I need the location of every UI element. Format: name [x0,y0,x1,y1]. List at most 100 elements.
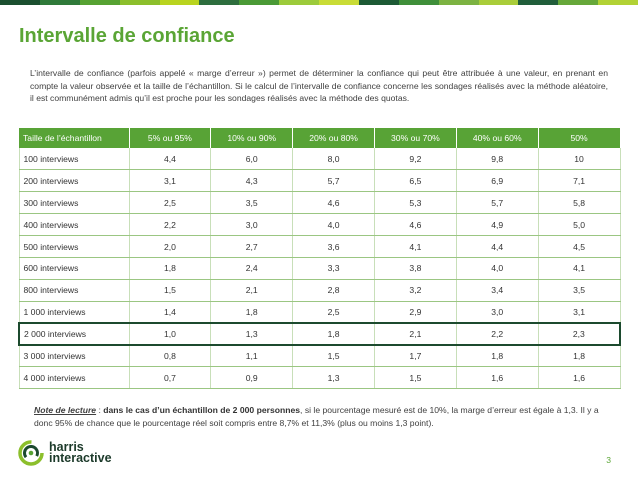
harris-interactive-logo: harris interactive [18,440,112,466]
margin-cell: 1,8 [538,345,621,368]
table-row: 1 000 interviews 1,4 1,8 2,5 2,9 3,0 3,1 [18,301,621,324]
margin-cell: 4,4 [129,148,212,171]
margin-cell: 1,8 [210,301,294,324]
sample-size-cell: 200 interviews [18,169,130,193]
logo-line2: interactive [49,451,112,465]
margin-cell: 0,7 [129,366,212,390]
table-row: 600 interviews 1,8 2,4 3,3 3,8 4,0 4,1 [18,257,621,280]
table-row: 200 interviews 3,1 4,3 5,7 6,5 6,9 7,1 [18,169,621,193]
page-number: 3 [606,455,611,465]
col-header-sample-size: Taille de l’échantillon [19,128,130,148]
note-separator: : [96,405,104,415]
sample-size-cell: 100 interviews [18,148,130,171]
margin-cell: 2,9 [374,301,457,324]
col-header-40-60: 40% ou 60% [456,128,539,148]
sample-size-cell: 1 000 interviews [18,301,130,324]
sample-size-cell: 3 000 interviews [18,345,130,368]
margin-cell: 4,0 [292,213,375,237]
margin-cell: 3,8 [374,257,457,280]
margin-cell: 4,1 [374,235,457,258]
col-header-30-70: 30% ou 70% [374,128,457,148]
margin-cell: 2,2 [456,322,539,347]
sample-size-cell: 600 interviews [18,257,130,280]
col-header-20-80: 20% ou 80% [292,128,375,148]
sample-size-cell: 2 000 interviews [18,322,130,347]
margin-cell: 9,2 [374,148,457,171]
margin-cell: 2,0 [129,235,212,258]
margin-cell: 2,8 [292,279,375,302]
margin-cell: 2,1 [210,279,294,302]
note-label: Note de lecture [34,405,97,415]
margin-cell: 3,1 [129,169,212,193]
margin-cell: 6,9 [456,169,539,193]
sample-size-cell: 300 interviews [18,191,130,215]
margin-cell: 5,8 [538,191,621,215]
margin-cell: 3,2 [374,279,457,302]
margin-cell: 1,5 [374,366,457,390]
reading-note: Note de lecture : dans le cas d’un échan… [34,404,614,429]
margin-cell: 4,4 [456,235,539,258]
margin-cell: 2,7 [210,235,294,258]
margin-cell: 1,6 [456,366,539,390]
top-color-bar [0,0,638,5]
note-bold: dans le cas d’un échantillon de 2 000 pe… [103,405,301,415]
table-row: 2 000 interviews 1,0 1,3 1,8 2,1 2,2 2,3 [18,322,621,347]
margin-cell: 9,8 [456,148,539,171]
margin-cell: 1,3 [292,366,375,390]
margin-cell: 2,4 [210,257,294,280]
margin-cell: 0,9 [210,366,294,390]
margin-cell: 8,0 [292,148,375,171]
table-row: 3 000 interviews 0,8 1,1 1,5 1,7 1,8 1,8 [18,345,621,368]
top-bar-segment [279,0,319,5]
margin-cell: 3,4 [456,279,539,302]
margin-cell: 10 [538,148,621,171]
margin-cell: 5,7 [292,169,375,193]
margin-cell: 6,5 [374,169,457,193]
margin-cell: 1,4 [129,301,212,324]
margin-cell: 1,6 [538,366,621,390]
margin-cell: 1,1 [210,345,294,368]
top-bar-segment [598,0,638,5]
margin-cell: 4,6 [374,213,457,237]
margin-cell: 4,3 [210,169,294,193]
table-row: 300 interviews 2,5 3,5 4,6 5,3 5,7 5,8 [18,191,621,215]
margin-cell: 0,8 [129,345,212,368]
page-title: Intervalle de confiance [19,25,235,47]
sample-size-cell: 500 interviews [18,235,130,258]
table-row: 400 interviews 2,2 3,0 4,0 4,6 4,9 5,0 [18,213,621,237]
margin-cell: 3,0 [456,301,539,324]
margin-cell: 3,6 [292,235,375,258]
margin-cell: 1,8 [129,257,212,280]
top-bar-segment [199,0,240,5]
table-row: 500 interviews 2,0 2,7 3,6 4,1 4,4 4,5 [18,235,621,258]
margin-cell: 7,1 [538,169,621,193]
top-bar-segment [358,0,399,5]
top-bar-segment [39,0,80,5]
margin-cell: 4,6 [292,191,375,215]
margin-cell: 1,3 [210,322,294,347]
margin-cell: 1,0 [129,322,212,347]
harris-swirl-icon [18,440,44,466]
top-bar-segment [79,0,120,5]
margin-cell: 3,5 [538,279,621,302]
top-bar-segment [0,0,40,5]
margin-cell: 3,0 [210,213,294,237]
margin-cell: 5,7 [456,191,539,215]
sample-size-cell: 4 000 interviews [18,366,130,390]
top-bar-segment [478,0,519,5]
note-text: , si le pourcentage mesuré est de 10%, l… [34,405,599,428]
sample-size-cell: 400 interviews [18,213,130,237]
col-header-5-95: 5% ou 95% [129,128,212,148]
table-header-row: Taille de l’échantillon 5% ou 95% 10% ou… [19,128,621,148]
sample-size-cell: 800 interviews [18,279,130,302]
top-bar-segment [438,0,479,5]
margin-cell: 4,1 [538,257,621,280]
margin-cell: 2,2 [129,213,212,237]
top-bar-segment [159,0,200,5]
margin-cell: 4,9 [456,213,539,237]
margin-cell: 3,3 [292,257,375,280]
logo-line1: harris [49,440,84,454]
top-bar-segment [558,0,599,5]
intro-paragraph: L’intervalle de confiance (parfois appel… [30,68,608,103]
col-header-10-90: 10% ou 90% [210,128,294,148]
